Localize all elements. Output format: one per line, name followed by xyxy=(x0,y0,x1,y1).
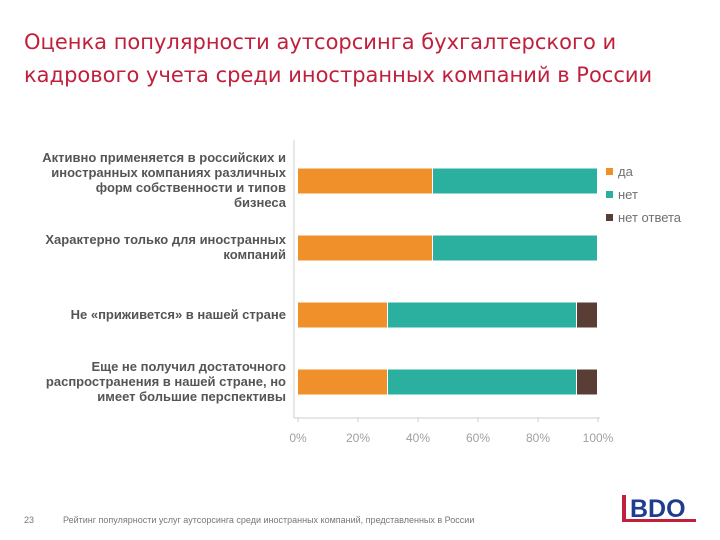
bar-3-series-2 xyxy=(388,302,576,328)
category-label-line: имеет большие перспективы xyxy=(97,388,286,404)
bar-2-series-2 xyxy=(433,235,597,261)
bar-1-series-1 xyxy=(298,168,432,194)
title-line-1: Оценка популярности аутсорсинга бухгалте… xyxy=(24,30,617,54)
legend-label: нет xyxy=(618,187,638,202)
page-number: 23 xyxy=(24,515,35,525)
category-label-line: компаний xyxy=(223,247,286,262)
x-tick-label: 80% xyxy=(526,431,550,445)
category-label: Активно применяется в российских и иностр… xyxy=(21,150,286,210)
category-label: Характерно только для иностранных компани… xyxy=(21,232,286,262)
title-line-2: кадрового учета среди иностранных компан… xyxy=(24,63,653,87)
bar-4-series-1 xyxy=(298,369,387,395)
x-tick-label: 40% xyxy=(406,431,430,445)
x-tick-label: 60% xyxy=(466,431,490,445)
category-label-line: Характерно только для иностранных xyxy=(45,232,286,247)
logo-underline xyxy=(622,519,696,522)
category-label-line: Не «приживется» в нашей стране xyxy=(70,306,286,322)
category-label-line: распространения в нашей стране, но xyxy=(45,373,286,389)
logo-accent-bar xyxy=(622,495,626,522)
category-label-line: иностранных компаниях различных xyxy=(51,165,286,180)
category-label: Не «приживется» в нашей стране xyxy=(21,307,286,322)
bar-1-series-2 xyxy=(433,168,597,194)
x-tick-label: 20% xyxy=(346,431,370,445)
bar-2-series-1 xyxy=(298,235,432,261)
legend-label: да xyxy=(618,164,634,179)
legend-label: нет ответа xyxy=(618,210,682,225)
bar-3-series-1 xyxy=(298,302,387,328)
logo-text: BDO xyxy=(630,495,686,523)
bar-4-series-3 xyxy=(577,369,597,395)
footer-caption: Рейтинг популярности услуг аутсорсинга с… xyxy=(63,515,475,525)
page-title: Оценка популярности аутсорсинга бухгалте… xyxy=(24,26,704,92)
legend-swatch xyxy=(606,191,613,198)
bar-4-series-2 xyxy=(388,369,576,395)
category-label-line: Еще не получил достаточного xyxy=(91,358,286,374)
category-label-line: форм собственности и типов xyxy=(95,180,286,195)
x-tick-label: 100% xyxy=(583,431,614,445)
bdo-logo: BDO xyxy=(622,495,696,523)
category-label-line: бизнеса xyxy=(233,195,286,210)
legend-swatch xyxy=(606,214,613,221)
legend-swatch xyxy=(606,168,613,175)
bar-3-series-3 xyxy=(577,302,597,328)
x-tick-label: 0% xyxy=(289,431,307,445)
category-label-line: Активно применяется в российских и xyxy=(42,150,286,165)
category-label: Еще не получил достаточного распространен… xyxy=(21,359,286,404)
